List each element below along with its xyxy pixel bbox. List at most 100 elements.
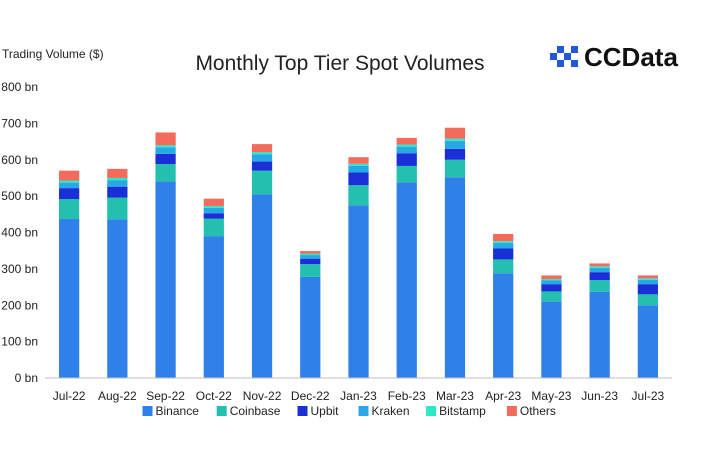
- bar-segment-upbit: [348, 172, 369, 186]
- bar-segment-binance: [107, 219, 128, 378]
- bar-stack-Jan-23: [348, 157, 369, 378]
- legend-swatch: [506, 406, 517, 416]
- bar-stack-Oct-22: [203, 198, 224, 378]
- ccdata-logo-icon: [550, 46, 578, 67]
- bar-segment-bitstamp: [444, 138, 466, 141]
- bar-stack-Jun-23: [589, 263, 610, 378]
- bar-segment-others: [444, 127, 466, 139]
- bar-segment-coinbase: [203, 218, 224, 237]
- bars: [58, 127, 659, 378]
- bar-segment-upbit: [493, 248, 514, 260]
- x-tick-label: Oct-22: [196, 389, 232, 403]
- legend-label: Upbit: [311, 404, 340, 418]
- legend-swatch: [142, 406, 153, 416]
- x-tick-label: Nov-22: [243, 389, 282, 403]
- legend-label: Kraken: [372, 404, 410, 418]
- bar-segment-bitstamp: [589, 266, 610, 268]
- y-tick-label: 300 bn: [1, 262, 38, 276]
- bar-segment-others: [541, 275, 562, 280]
- bar-segment-kraken: [107, 180, 128, 187]
- bar-segment-coinbase: [155, 164, 176, 182]
- bar-segment-bitstamp: [58, 180, 80, 183]
- bar-segment-bitstamp: [493, 241, 514, 244]
- y-tick-label: 200 bn: [1, 298, 38, 312]
- legend-swatch: [297, 406, 308, 416]
- bar-segment-kraken: [637, 279, 659, 285]
- bar-segment-others: [203, 198, 224, 206]
- bar-stack-Nov-22: [251, 144, 273, 378]
- x-tick-label: Feb-23: [388, 389, 426, 403]
- bar-segment-others: [589, 263, 610, 267]
- x-tick-label: Sep-22: [146, 389, 185, 403]
- y-axis-label: Trading Volume ($): [2, 47, 104, 61]
- bar-segment-binance: [637, 305, 659, 378]
- bar-segment-coinbase: [493, 259, 514, 274]
- bar-segment-upbit: [155, 153, 176, 165]
- bar-stack-Dec-22: [300, 251, 321, 378]
- legend-item-upbit: Upbit: [297, 404, 340, 418]
- bar-segment-kraken: [300, 255, 321, 259]
- bar-stack-Apr-23: [493, 233, 514, 378]
- y-tick-label: 500 bn: [1, 189, 38, 203]
- bar-segment-binance: [444, 177, 466, 378]
- bar-segment-binance: [541, 301, 562, 378]
- bar-segment-upbit: [589, 272, 610, 281]
- bar-segment-upbit: [251, 161, 273, 171]
- y-tick-label: 400 bn: [1, 226, 38, 240]
- bar-segment-bitstamp: [203, 205, 224, 208]
- x-axis: Jul-22 Aug-22 Sep-22 Oct-22 Nov-22 Dec-22 Jan-…: [45, 377, 672, 403]
- bar-stack-Jul-23: [637, 275, 659, 378]
- bar-segment-coinbase: [251, 170, 273, 195]
- bar-segment-kraken: [589, 267, 610, 273]
- legend-label: Others: [520, 404, 556, 418]
- bar-segment-kraken: [203, 207, 224, 214]
- bar-segment-upbit: [637, 284, 659, 295]
- bar-segment-others: [251, 144, 273, 153]
- legend-item-kraken: Kraken: [358, 404, 410, 418]
- bar-stack-Sep-22: [155, 132, 176, 378]
- y-tick-label: 0 bn: [15, 371, 38, 385]
- bar-segment-binance: [589, 291, 610, 378]
- bar-segment-kraken: [155, 147, 176, 154]
- bar-segment-coinbase: [58, 199, 80, 220]
- legend-swatch: [426, 406, 437, 416]
- bar-stack-May-23: [541, 275, 562, 378]
- bar-stack-Aug-22: [107, 168, 128, 378]
- x-tick-label: Dec-22: [291, 389, 330, 403]
- bar-segment-coinbase: [444, 159, 466, 178]
- x-tick-label: May-23: [531, 389, 571, 403]
- chart-title: Monthly Top Tier Spot Volumes: [195, 52, 484, 75]
- bar-stack-Feb-23: [396, 137, 417, 378]
- bar-segment-binance: [203, 236, 224, 378]
- bar-segment-binance: [58, 219, 80, 378]
- ccdata-logo-text: CCData: [584, 42, 678, 72]
- bar-segment-binance: [348, 205, 369, 378]
- bar-segment-others: [396, 137, 417, 145]
- bar-segment-upbit: [58, 188, 80, 200]
- bar-segment-binance: [493, 273, 514, 378]
- bar-segment-coinbase: [348, 185, 369, 206]
- bar-segment-others: [155, 132, 176, 146]
- legend-item-coinbase: Coinbase: [216, 404, 281, 418]
- bar-segment-bitstamp: [396, 144, 417, 147]
- bar-segment-kraken: [396, 146, 417, 154]
- bar-segment-upbit: [107, 186, 128, 198]
- y-axis: 0 bn 100 bn 200 bn 300 bn 400 bn 500 bn 600 bn…: [1, 80, 38, 385]
- bar-stack-Mar-23: [444, 127, 466, 378]
- bar-segment-upbit: [300, 258, 321, 265]
- x-tick-label: Jul-22: [53, 389, 86, 403]
- bar-segment-binance: [396, 182, 417, 378]
- ccdata-logo: CCData: [550, 42, 678, 72]
- legend-label: Bitstamp: [439, 404, 486, 418]
- bar-segment-bitstamp: [637, 278, 659, 280]
- legend-label: Coinbase: [230, 404, 281, 418]
- bar-segment-bitstamp: [107, 177, 128, 181]
- bar-segment-kraken: [251, 154, 273, 162]
- bar-segment-others: [493, 233, 514, 242]
- bar-segment-kraken: [493, 243, 514, 249]
- y-tick-label: 800 bn: [1, 80, 38, 94]
- bar-segment-coinbase: [541, 291, 562, 302]
- bar-segment-kraken: [348, 165, 369, 173]
- bar-segment-upbit: [203, 213, 224, 219]
